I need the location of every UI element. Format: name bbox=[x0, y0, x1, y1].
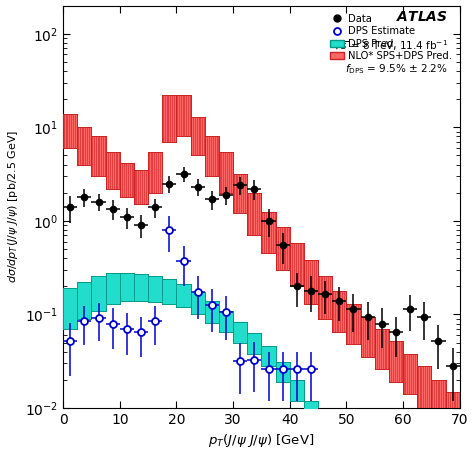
Text: $\bfit{ATLAS}$: $\bfit{ATLAS}$ bbox=[396, 10, 448, 24]
X-axis label: $p_{T}(J/\psi\ J/\psi)$ [GeV]: $p_{T}(J/\psi\ J/\psi)$ [GeV] bbox=[208, 432, 315, 450]
Text: $\sqrt{s}$ = 8 TeV, 11.4 fb$^{-1}$: $\sqrt{s}$ = 8 TeV, 11.4 fb$^{-1}$ bbox=[333, 38, 448, 53]
Text: $f_{\rm DPS}$ = 9.5% $\pm$ 2.2%: $f_{\rm DPS}$ = 9.5% $\pm$ 2.2% bbox=[345, 62, 448, 76]
Y-axis label: $d\sigma/dp_{T}(J/\psi\ J/\psi)$ [pb/2.5 GeV]: $d\sigma/dp_{T}(J/\psi\ J/\psi)$ [pb/2.5… bbox=[6, 130, 19, 283]
Legend: Data, DPS Estimate, DPS Pred., NLO* SPS+DPS Pred.: Data, DPS Estimate, DPS Pred., NLO* SPS+… bbox=[327, 10, 455, 64]
